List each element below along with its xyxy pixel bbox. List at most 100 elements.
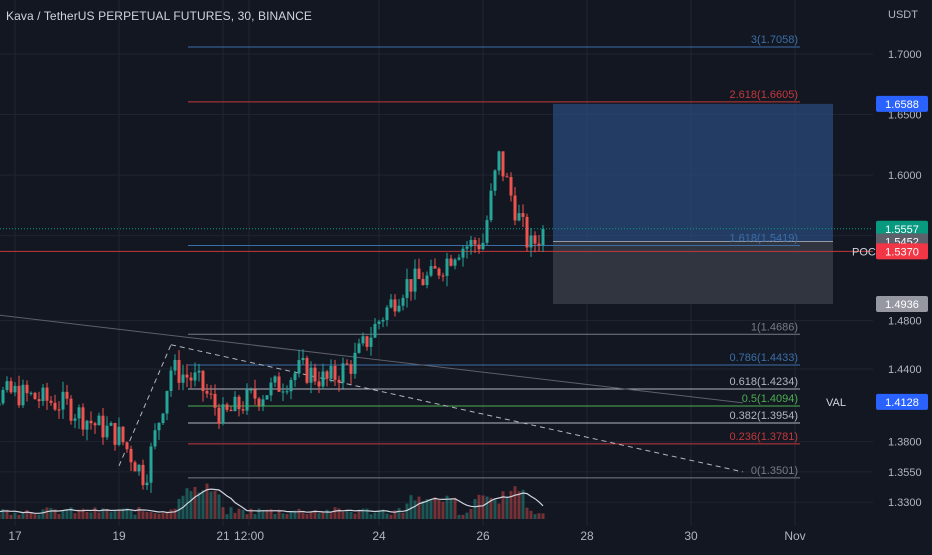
candle-body bbox=[365, 336, 369, 347]
volume-bar bbox=[333, 507, 337, 519]
volume-bar bbox=[373, 512, 377, 519]
volume-bar bbox=[485, 496, 489, 519]
candle-body bbox=[457, 257, 461, 260]
candle-body bbox=[25, 384, 29, 394]
dashed-trend-line[interactable] bbox=[170, 344, 744, 473]
volume-bar bbox=[109, 512, 113, 519]
candle-body bbox=[125, 442, 129, 449]
price-badge bbox=[876, 95, 928, 112]
candle-body bbox=[437, 268, 441, 276]
volume-bar bbox=[513, 486, 517, 519]
volume-bar bbox=[337, 508, 341, 519]
candle-body bbox=[357, 343, 361, 353]
volume-bar bbox=[129, 509, 133, 519]
time-axis[interactable]: 17 19 21 12:00 24 26 28 30 Nov bbox=[8, 529, 805, 543]
candle-body bbox=[33, 392, 37, 400]
candle-body bbox=[213, 393, 217, 408]
candle-body bbox=[93, 423, 97, 426]
volume-bar bbox=[77, 509, 81, 519]
volume-bar bbox=[157, 513, 161, 519]
candle-body bbox=[137, 464, 141, 472]
candle-body bbox=[529, 235, 533, 248]
candle-body bbox=[201, 370, 205, 392]
candle-body bbox=[29, 392, 33, 394]
volume-bar bbox=[121, 508, 125, 519]
candle-body bbox=[13, 385, 17, 393]
candle-body bbox=[185, 374, 189, 378]
price-badge-label: 1.5370 bbox=[885, 246, 919, 258]
time-tick-label: 17 bbox=[8, 529, 22, 543]
candle-body bbox=[21, 384, 25, 406]
candle-body bbox=[433, 266, 437, 269]
candle-body bbox=[397, 305, 401, 312]
candle-body bbox=[17, 385, 21, 406]
candle-body bbox=[109, 423, 113, 426]
volume-bar bbox=[65, 510, 69, 519]
candle-body bbox=[309, 367, 313, 383]
volume-bar bbox=[361, 508, 365, 519]
stop-zone[interactable] bbox=[553, 241, 833, 305]
volume-bar bbox=[501, 491, 505, 519]
candle-body bbox=[533, 235, 537, 244]
volume-bar bbox=[117, 510, 121, 519]
fib-level-label: 2.618(1.6605) bbox=[730, 89, 799, 101]
volume-bar bbox=[389, 514, 393, 519]
chart-title: Kava / TetherUS PERPETUAL FUTURES, 30, B… bbox=[6, 9, 313, 23]
candle-body bbox=[49, 400, 53, 403]
volume-bar bbox=[9, 514, 13, 519]
candle-body bbox=[333, 365, 337, 380]
position-tool[interactable] bbox=[553, 103, 833, 305]
target-zone[interactable] bbox=[553, 103, 833, 242]
volume-bar bbox=[385, 513, 389, 519]
candle-body bbox=[505, 176, 509, 178]
candle-body bbox=[229, 409, 233, 412]
volume-bar bbox=[505, 497, 509, 519]
candle-body bbox=[61, 391, 65, 410]
volume-bar bbox=[393, 510, 397, 519]
candle-body bbox=[497, 151, 501, 171]
candle-body bbox=[53, 402, 57, 410]
candle-body bbox=[129, 448, 133, 463]
candle-body bbox=[413, 268, 417, 292]
candle-body bbox=[89, 420, 93, 424]
candle-body bbox=[197, 370, 201, 373]
volume-bar bbox=[325, 509, 329, 519]
volume-bar bbox=[177, 498, 181, 519]
volume-bar bbox=[125, 508, 129, 519]
trend-line[interactable] bbox=[0, 305, 744, 404]
volume-bar bbox=[465, 512, 469, 519]
volume-bar bbox=[369, 514, 373, 519]
candle-body bbox=[245, 389, 249, 411]
volume-bar bbox=[421, 501, 425, 519]
volume-bar bbox=[449, 499, 453, 519]
volume-bar bbox=[429, 499, 433, 519]
candle-body bbox=[465, 246, 469, 249]
candle-body bbox=[249, 389, 253, 391]
candle-body bbox=[257, 398, 261, 406]
volume-bar bbox=[85, 511, 89, 519]
volume-bar bbox=[261, 511, 265, 519]
volume-bar bbox=[493, 498, 497, 519]
volume-bar bbox=[445, 495, 449, 519]
volume-bar bbox=[241, 509, 245, 519]
volume-bar bbox=[137, 507, 141, 519]
candle-body bbox=[145, 482, 149, 486]
volume-bar bbox=[341, 511, 345, 519]
candle-body bbox=[441, 275, 445, 277]
time-tick-label: 19 bbox=[112, 529, 126, 543]
candle-body bbox=[417, 268, 421, 280]
volume-bar bbox=[225, 514, 229, 519]
volume-bar bbox=[309, 511, 313, 519]
fib-level-label: 0.618(1.4234) bbox=[730, 376, 799, 388]
price-tick-label: 1.3300 bbox=[888, 497, 922, 509]
candle-body bbox=[453, 259, 457, 266]
price-axis[interactable]: USDT1.70001.65001.60001.55001.48001.4400… bbox=[888, 9, 922, 509]
candle-body bbox=[141, 464, 145, 486]
candle-body bbox=[313, 367, 317, 382]
volume-bar bbox=[189, 490, 193, 519]
volume-bar bbox=[497, 503, 501, 519]
fibonacci-tool[interactable]: 3(1.7058) 2.618(1.6605) 1.618(1.5419) 1(1.4… bbox=[188, 34, 800, 479]
volume-bar bbox=[165, 512, 169, 519]
